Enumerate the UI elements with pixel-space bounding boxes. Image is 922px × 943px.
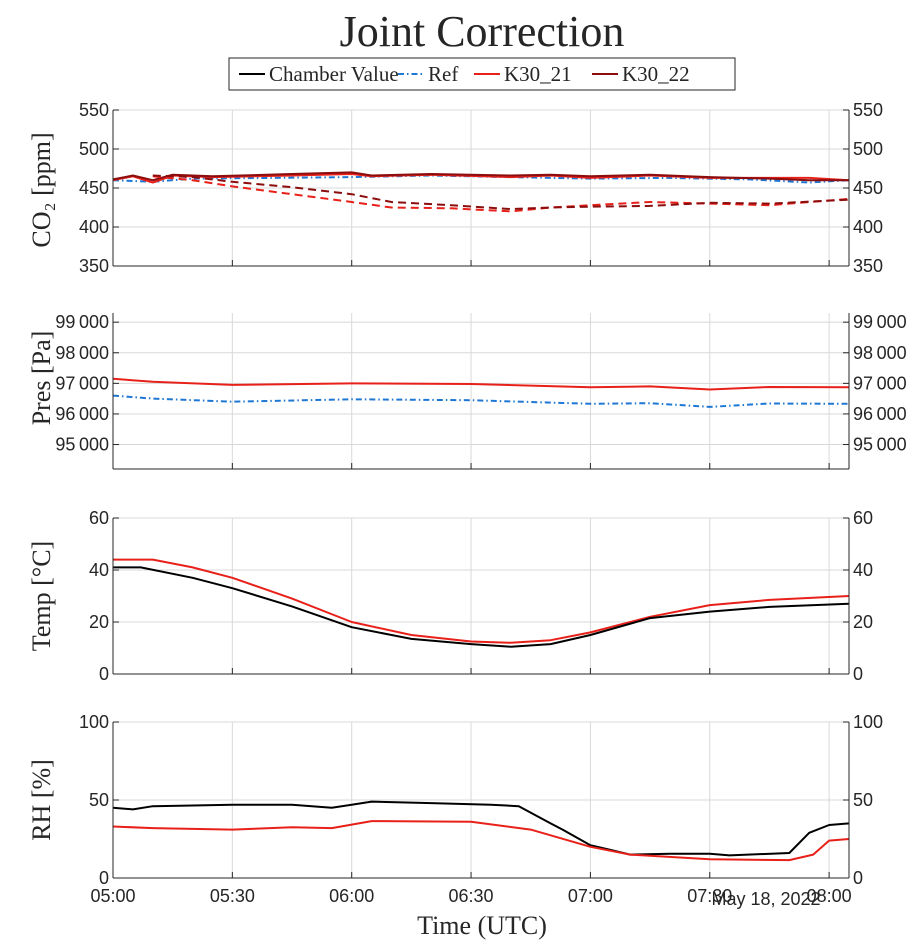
x-tick-label: 07:00 (568, 886, 613, 906)
y-tick-label: 99 000 (55, 312, 109, 332)
x-tick-label: 06:00 (329, 886, 374, 906)
y-tick-label-right: 50 (853, 790, 873, 810)
y-tick-label-right: 550 (853, 100, 883, 120)
date-label: May 18, 2022 (711, 889, 820, 909)
y-tick-label-right: 450 (853, 178, 883, 198)
y-tick-label-right: 500 (853, 139, 883, 159)
series-line (112, 394, 850, 408)
y-tick-label: 500 (79, 139, 109, 159)
y-tick-label: 20 (89, 612, 109, 632)
series-line (112, 820, 850, 862)
y-tick-label-right: 97 000 (853, 373, 907, 393)
y-tick-label-right: 99 000 (853, 312, 907, 332)
y-tick-label: 550 (79, 100, 109, 120)
legend: Chamber Value Ref K30_21 K30_22 (228, 57, 736, 91)
y-tick-label-right: 0 (853, 664, 863, 684)
y-axis-label: Pres [Pa] (27, 331, 56, 426)
y-tick-label: 95 000 (55, 435, 109, 455)
y-tick-label: 100 (79, 712, 109, 732)
y-axis-label: RH [%] (27, 759, 56, 841)
legend-label: Ref (428, 62, 458, 86)
series-line (152, 174, 850, 211)
y-tick-label-right: 95 000 (853, 435, 907, 455)
y-tick-label-right: 96 000 (853, 404, 907, 424)
y-tick-label-right: 100 (853, 712, 883, 732)
x-tick-label: 08:00 (807, 886, 852, 906)
y-tick-label-right: 350 (853, 256, 883, 276)
y-tick-label-right: 0 (853, 868, 863, 888)
y-tick-label: 0 (99, 868, 109, 888)
y-tick-label-right: 400 (853, 217, 883, 237)
x-tick-label: 06:30 (449, 886, 494, 906)
y-tick-label: 60 (89, 508, 109, 528)
y-tick-label: 40 (89, 560, 109, 580)
x-tick-label: 05:30 (210, 886, 255, 906)
panel: 100 100 50 50 0 0 RH [%] (27, 712, 883, 888)
series-line (112, 800, 850, 857)
panel: 99 000 99 000 98 000 98 000 97 000 97 000 96 0… (27, 312, 907, 470)
y-tick-label: 50 (89, 790, 109, 810)
x-axis-label: Time (UTC) (417, 911, 547, 940)
chart-title: Joint Correction (340, 7, 625, 56)
series-line (112, 377, 850, 391)
x-tick-label: 07:30 (687, 886, 732, 906)
x-tick-labels: 05:00 05:30 06:00 06:30 07:00 07:30 08:00 (90, 886, 851, 906)
legend-label: K30_22 (622, 62, 690, 86)
y-tick-label: 400 (79, 217, 109, 237)
legend-label: K30_21 (504, 62, 572, 86)
y-tick-label: 96 000 (55, 404, 109, 424)
y-tick-label: 350 (79, 256, 109, 276)
series-line (113, 566, 850, 648)
panel: 60 60 40 40 20 20 0 0 Temp [°C] (27, 508, 873, 684)
legend-label: Chamber Value (269, 62, 399, 86)
y-tick-label: 98 000 (55, 343, 109, 363)
y-tick-label: 0 (99, 664, 109, 684)
y-tick-label-right: 20 (853, 612, 873, 632)
y-axis-label: CO₂ [ppm] (27, 132, 56, 247)
series-line (152, 175, 850, 213)
y-tick-label-right: 98 000 (853, 343, 907, 363)
y-tick-label-right: 40 (853, 560, 873, 580)
panel: 550 550 500 500 450 450 400 400 350 350 CO₂ [ppm] (27, 100, 883, 276)
x-tick-label: 05:00 (90, 886, 135, 906)
y-tick-label: 97 000 (55, 373, 109, 393)
series-line (113, 558, 850, 644)
y-tick-label-right: 60 (853, 508, 873, 528)
y-axis-label: Temp [°C] (27, 541, 56, 651)
y-tick-label: 450 (79, 178, 109, 198)
